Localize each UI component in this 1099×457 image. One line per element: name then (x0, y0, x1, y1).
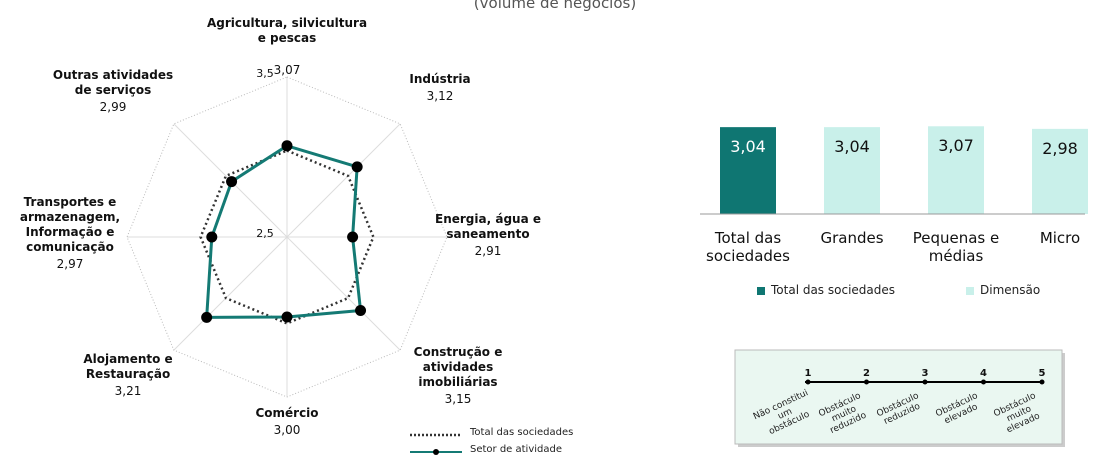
value-label: 2,98 (1042, 138, 1078, 158)
marker (351, 161, 363, 173)
marker (347, 231, 359, 243)
scale-number: 5 (1038, 368, 1046, 379)
value-label: 3,15 (444, 392, 472, 406)
value-label: 2,99 (99, 100, 127, 114)
value-label: 3,04 (730, 137, 766, 157)
scale-number: 2 (863, 368, 870, 379)
bar (928, 126, 984, 214)
category-label: Outras atividades de serviços (52, 68, 174, 97)
marker (206, 231, 218, 243)
legend-label: Setor de atividade (470, 444, 563, 455)
scale-box (734, 349, 1063, 445)
spoke (286, 236, 401, 351)
legend-label: Total das sociedades (771, 283, 896, 297)
value-label: 2,91 (474, 244, 502, 258)
category-label: Comércio (255, 406, 319, 420)
subtitle: (volume de negócios) (473, 0, 637, 12)
x-tick-label: Pequenas e médias (912, 229, 1000, 265)
scale-point (922, 379, 928, 385)
series-line (205, 144, 363, 319)
scale-point (864, 379, 869, 385)
scale-point (1039, 379, 1045, 385)
category-label: Transportes e armazenagem, Informação e … (19, 195, 121, 254)
marker (281, 140, 293, 152)
marker (226, 176, 238, 188)
value-label: 3,07 (938, 136, 974, 156)
x-tick-label: Micro (1039, 229, 1081, 247)
category-label: Agricultura, silvicultura e pescas (206, 16, 368, 45)
grid-ring (126, 76, 448, 398)
scale-number: 4 (980, 368, 987, 379)
bar (824, 127, 880, 214)
spoke (173, 236, 288, 351)
marker (355, 305, 367, 317)
value-label: 3,21 (114, 384, 142, 398)
category-label: Construção e atividades imobiliárias (413, 345, 503, 389)
marker (281, 311, 293, 323)
bar (1032, 128, 1088, 214)
legend-label: Total das sociedades (470, 427, 574, 438)
legend-marker (433, 449, 439, 455)
scale-number: 3 (921, 368, 929, 379)
category-label: Alojamento e Restauração (83, 352, 173, 381)
legend-label: Dimensão (980, 283, 1041, 297)
value-label: 3,00 (273, 423, 301, 437)
scale-point (981, 379, 986, 385)
legend-swatch (757, 287, 765, 295)
r-tick-label: 3,5 (256, 67, 274, 80)
legend-swatch (966, 287, 974, 295)
x-tick-label: Grandes (820, 229, 884, 247)
marker (201, 311, 213, 323)
scale-number: 1 (804, 368, 812, 379)
category-label: Energia, água e saneamento (435, 212, 541, 241)
bar (720, 127, 776, 214)
value-label: 3,12 (426, 89, 454, 103)
x-tick-label: Total das sociedades (706, 229, 790, 265)
category-label: Indústria (409, 72, 471, 86)
scale-point (805, 379, 811, 385)
value-label: 3,04 (834, 137, 870, 157)
r-tick-label: 2,5 (256, 227, 274, 240)
value-label: 2,97 (56, 257, 84, 271)
value-label: 3,07 (273, 63, 301, 77)
series-line (199, 149, 375, 325)
spoke (286, 123, 401, 238)
